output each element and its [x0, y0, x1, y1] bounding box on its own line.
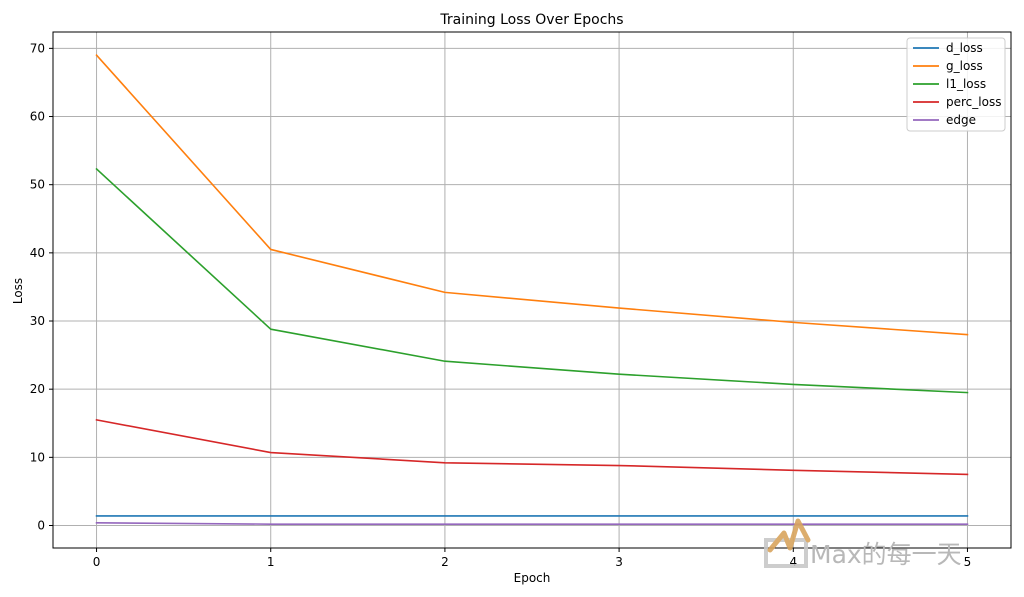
legend-item-l1-loss: l1_loss [913, 77, 986, 91]
grid [53, 32, 1011, 548]
legend-label: edge [946, 113, 976, 127]
watermark-logo-mark [767, 518, 811, 553]
legend-item-g-loss: g_loss [913, 59, 983, 73]
x-tick-label: 3 [615, 555, 623, 569]
x-tick-label: 1 [267, 555, 275, 569]
legend-label: g_loss [946, 59, 983, 73]
y-tick-label: 10 [30, 450, 45, 464]
series-lines [95, 54, 969, 525]
y-tick-label: 60 [30, 110, 45, 124]
legend-item-edge: edge [913, 113, 976, 127]
legend-box [906, 37, 1006, 132]
y-axis-label: Loss [11, 278, 25, 304]
watermark: Max的每一天 [764, 518, 962, 569]
legend-label: d_loss [946, 41, 983, 55]
x-tick-label: 5 [964, 555, 972, 569]
x-tick-label: 0 [93, 555, 101, 569]
y-tick-label: 40 [30, 246, 45, 260]
y-tick-label: 0 [37, 519, 45, 533]
legend-item-d-loss: d_loss [913, 41, 983, 55]
x-tick-label: 2 [441, 555, 449, 569]
series-line-perc-loss [95, 418, 969, 476]
x-axis-label: Epoch [514, 571, 551, 585]
legend-label: l1_loss [946, 77, 986, 91]
plot-area-frame [52, 31, 1012, 549]
y-tick-label: 20 [30, 382, 45, 396]
y-tick-label: 50 [30, 178, 45, 192]
series-line-edge [95, 521, 969, 525]
y-tick-label: 30 [30, 314, 45, 328]
legend-item-perc-loss: perc_loss [913, 95, 1001, 109]
legend-label: perc_loss [946, 95, 1001, 109]
y-tick-label: 70 [30, 41, 45, 55]
x-tick-label: 4 [789, 555, 797, 569]
watermark-logo [764, 518, 811, 568]
watermark-text: Max的每一天 [810, 540, 962, 569]
chart-title: Training Loss Over Epochs [439, 12, 623, 28]
series-line-l1-loss [95, 167, 969, 394]
series-line-g-loss [95, 54, 969, 336]
